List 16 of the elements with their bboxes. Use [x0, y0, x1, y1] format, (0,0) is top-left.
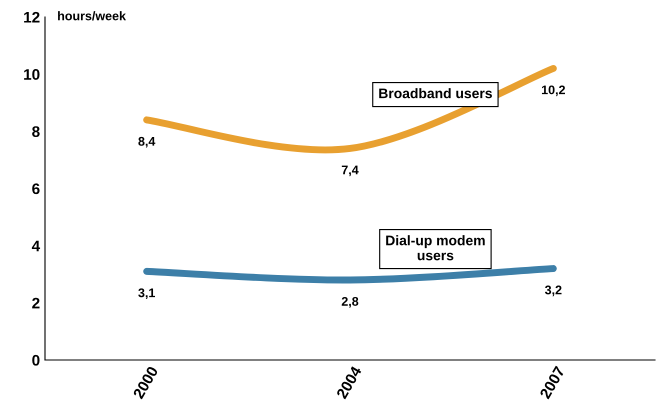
- data-label: 7,4: [342, 166, 359, 176]
- data-label: 10,2: [542, 85, 565, 96]
- data-label: 8,4: [138, 136, 156, 148]
- y-tick-label: 12: [24, 12, 40, 23]
- y-tick-label: 6: [32, 183, 40, 194]
- series-label: Broadband users: [379, 88, 492, 98]
- series-label: Dial-up modem users: [386, 235, 485, 260]
- data-label: 2,8: [342, 296, 358, 308]
- y-tick-label: 4: [32, 240, 40, 252]
- data-label: 3,1: [138, 288, 156, 300]
- y-tick-label: 0: [32, 354, 40, 366]
- y-axis-title: hours/week: [58, 11, 126, 20]
- y-tick-label: 8: [32, 126, 40, 138]
- data-label: 3,2: [544, 286, 562, 296]
- y-tick-label: 2: [32, 298, 40, 308]
- y-tick-label: 10: [24, 69, 40, 80]
